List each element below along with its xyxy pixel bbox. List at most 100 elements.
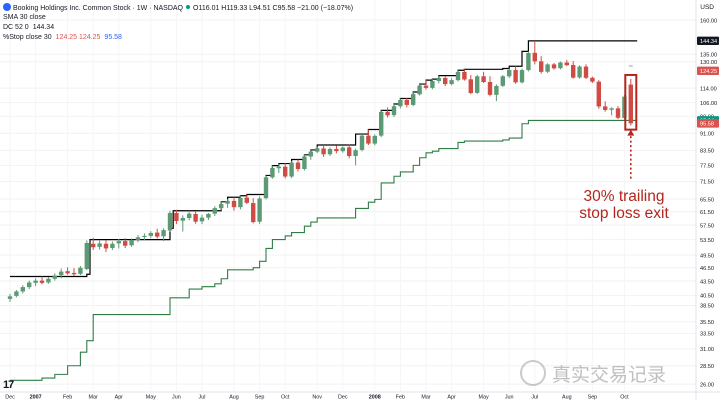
candle xyxy=(340,146,345,153)
candle-body xyxy=(558,62,563,69)
candle-body xyxy=(20,287,25,292)
candle xyxy=(347,144,352,159)
donchian-legend: DC 52 0 144.34 xyxy=(3,23,54,32)
candle-body xyxy=(148,232,153,236)
candle-body xyxy=(14,291,19,296)
candle xyxy=(385,107,390,118)
candle-body xyxy=(430,80,435,88)
price-axis[interactable]: 160.00135.00130.00114.00106.0099.0091.00… xyxy=(697,18,719,388)
sma-legend: SMA 30 close xyxy=(3,13,46,22)
candle xyxy=(423,80,429,90)
candle-body xyxy=(212,208,217,214)
annotation-line-2: stop loss exit xyxy=(579,205,669,222)
candle-body xyxy=(123,241,128,246)
candle-body xyxy=(551,64,557,69)
price-badge xyxy=(697,119,719,128)
candle-body xyxy=(206,213,211,218)
candle-body xyxy=(295,162,301,170)
candle-body xyxy=(577,66,582,78)
x-tick-label: Feb xyxy=(396,395,405,400)
donchian-upper-line xyxy=(10,40,638,278)
exit-highlight xyxy=(624,65,638,180)
candle-body xyxy=(39,280,45,283)
candle xyxy=(33,278,38,287)
candle-body xyxy=(129,239,134,246)
candle xyxy=(596,80,601,109)
candle xyxy=(193,211,198,224)
trailing-stop-line xyxy=(10,119,638,381)
candle xyxy=(39,276,45,285)
candle-body xyxy=(468,79,473,94)
candle xyxy=(52,273,57,281)
candle xyxy=(20,285,25,294)
candle xyxy=(366,129,371,145)
y-tick-label: 71.50 xyxy=(700,180,714,186)
candle-body xyxy=(590,77,595,82)
candle xyxy=(263,175,269,200)
candle-body xyxy=(379,111,384,136)
currency-label[interactable]: USD xyxy=(700,4,714,11)
candle-body xyxy=(219,204,224,209)
x-tick-label: Nov xyxy=(312,395,322,400)
candle-body xyxy=(78,267,83,274)
candle xyxy=(110,241,115,250)
candle-body xyxy=(436,77,441,81)
candle xyxy=(289,161,294,179)
candle xyxy=(199,214,205,225)
candle-body xyxy=(475,76,480,93)
candle-body xyxy=(59,271,64,276)
x-tick-label: May xyxy=(146,395,156,400)
x-tick-label: Mar xyxy=(89,395,98,400)
candle-body xyxy=(366,135,371,144)
candle-body xyxy=(596,81,601,107)
candle-body xyxy=(481,76,486,83)
x-tick-label: Sep xyxy=(588,395,598,400)
candle xyxy=(97,240,102,250)
candle xyxy=(391,103,397,118)
symbol-logo-icon xyxy=(3,3,11,11)
candle-body xyxy=(398,100,403,107)
candle-body xyxy=(347,147,352,157)
candle-body xyxy=(135,237,141,240)
candle-body xyxy=(231,200,237,208)
candle xyxy=(187,210,192,221)
candle-body xyxy=(583,66,589,78)
candle-body xyxy=(449,80,454,85)
candle xyxy=(411,91,416,107)
candlestick-series xyxy=(7,40,633,302)
candle xyxy=(500,74,505,88)
y-tick-label: 114.00 xyxy=(700,86,717,92)
x-tick-label: Jun xyxy=(172,395,181,400)
candle-body xyxy=(238,197,243,208)
y-tick-label: 160.00 xyxy=(700,18,717,24)
candle xyxy=(167,210,173,232)
x-tick-label: Jun xyxy=(505,395,514,400)
candle xyxy=(398,98,403,109)
x-tick-label: Dec xyxy=(338,395,348,400)
candle xyxy=(564,60,569,67)
candle xyxy=(404,97,409,108)
y-tick-label: 49.50 xyxy=(700,253,714,259)
candle-body xyxy=(155,232,160,237)
candle xyxy=(116,238,121,249)
candle-body xyxy=(494,85,499,95)
stop-values: 124.25 124.25 xyxy=(55,34,101,41)
candle xyxy=(558,61,563,70)
trailing-stop-path xyxy=(10,119,638,381)
tradingview-logo[interactable]: 17 xyxy=(3,379,14,391)
candle xyxy=(244,194,249,205)
candle xyxy=(436,75,441,84)
candle-body xyxy=(545,64,550,72)
candle-body xyxy=(615,108,621,118)
candle xyxy=(219,201,224,211)
candle-body xyxy=(519,70,525,83)
time-axis[interactable]: Dec 2007 Feb Mar Apr May Jun Jul Aug Sep Oct Nov Dec… xyxy=(5,395,629,400)
candle-body xyxy=(302,156,307,170)
exit-annotation: 30% trailing stop loss exit xyxy=(568,188,680,222)
candle-body xyxy=(455,71,461,81)
candle xyxy=(468,75,473,95)
candle xyxy=(270,165,275,179)
candle xyxy=(123,238,128,249)
